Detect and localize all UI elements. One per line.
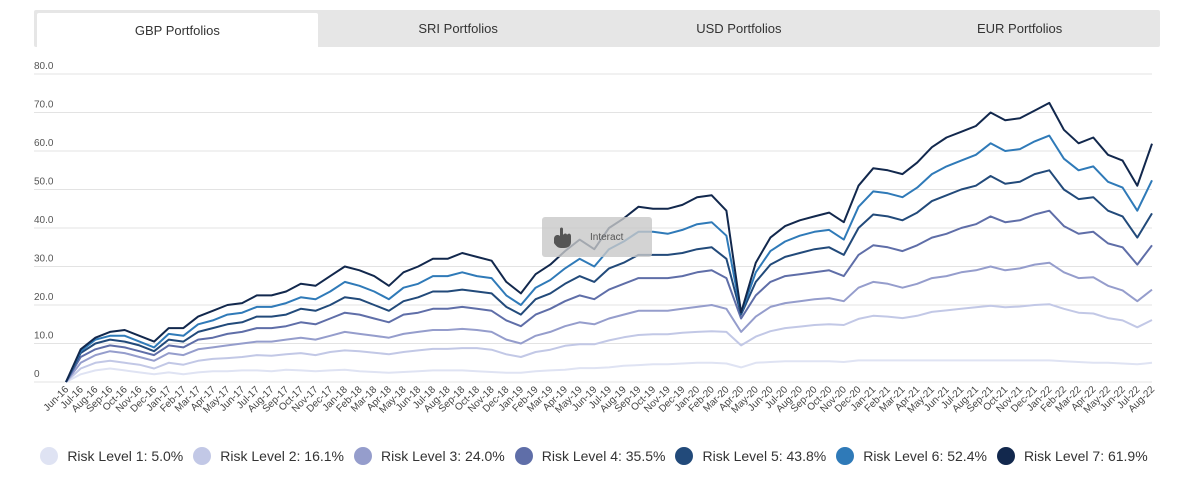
tab-eur-portfolios[interactable]: EUR Portfolios bbox=[977, 21, 1063, 36]
y-tick-label: 70.0 bbox=[34, 100, 54, 111]
legend-item-risk-level-6[interactable]: Risk Level 6: 52.4% bbox=[836, 447, 987, 465]
y-tick-label: 20.0 bbox=[34, 292, 54, 303]
legend-item-risk-level-1[interactable]: Risk Level 1: 5.0% bbox=[40, 447, 183, 465]
legend-label: Risk Level 4: 35.5% bbox=[541, 448, 666, 464]
legend-label: Risk Level 7: 61.9% bbox=[1023, 448, 1148, 464]
series-line-risk-level-5[interactable] bbox=[65, 169, 1153, 383]
line-chart[interactable]: 010.020.030.040.050.060.070.080.0Jun-16J… bbox=[0, 60, 1188, 430]
chart-legend: Risk Level 1: 5.0% Risk Level 2: 16.1% Ris… bbox=[0, 444, 1188, 468]
y-tick-label: 50.0 bbox=[34, 177, 54, 188]
y-tick-label: 60.0 bbox=[34, 138, 54, 149]
y-tick-label: 30.0 bbox=[34, 254, 54, 265]
hand-pointer-icon bbox=[554, 227, 571, 248]
legend-label: Risk Level 2: 16.1% bbox=[220, 448, 344, 464]
series-line-risk-level-2[interactable] bbox=[65, 303, 1153, 383]
legend-color-icon bbox=[996, 447, 1015, 465]
legend-label: Risk Level 6: 52.4% bbox=[863, 448, 987, 464]
interact-label: Interact bbox=[590, 231, 624, 243]
legend-color-icon bbox=[675, 447, 694, 465]
series-points-risk-level-3 bbox=[65, 262, 1153, 383]
legend-color-icon bbox=[836, 447, 855, 465]
legend-item-risk-level-7[interactable]: Risk Level 7: 61.9% bbox=[996, 447, 1148, 465]
legend-color-icon bbox=[40, 447, 59, 465]
y-tick-label: 10.0 bbox=[34, 331, 54, 342]
series-line-risk-level-1[interactable] bbox=[65, 359, 1153, 383]
y-tick-label: 40.0 bbox=[34, 215, 54, 226]
legend-color-icon bbox=[354, 447, 372, 465]
series-line-risk-level-3[interactable] bbox=[65, 261, 1153, 383]
legend-item-risk-level-4[interactable]: Risk Level 4: 35.5% bbox=[514, 447, 666, 465]
legend-item-risk-level-2[interactable]: Risk Level 2: 16.1% bbox=[193, 447, 344, 465]
interact-overlay[interactable]: Interact bbox=[542, 217, 652, 257]
legend-item-risk-level-3[interactable]: Risk Level 3: 24.0% bbox=[354, 447, 505, 465]
y-tick-label: 80.0 bbox=[34, 61, 54, 72]
legend-label: Risk Level 5: 43.8% bbox=[702, 448, 827, 464]
series-points-risk-level-5 bbox=[65, 170, 1153, 383]
legend-color-icon bbox=[193, 447, 212, 465]
legend-label: Risk Level 3: 24.0% bbox=[381, 448, 505, 464]
legend-item-risk-level-5[interactable]: Risk Level 5: 43.8% bbox=[675, 447, 826, 465]
tab-gbp-portfolios[interactable]: GBP Portfolios bbox=[37, 13, 318, 47]
tab-sri-portfolios[interactable]: SRI Portfolios bbox=[418, 21, 498, 36]
series-points-risk-level-1 bbox=[65, 360, 1153, 383]
tab-usd-portfolios[interactable]: USD Portfolios bbox=[696, 21, 782, 36]
legend-label: Risk Level 1: 5.0% bbox=[67, 448, 184, 464]
y-tick-label: 0 bbox=[34, 369, 40, 380]
portfolio-tabs: GBP Portfolios SRI Portfolios USD Portfo… bbox=[34, 10, 1160, 47]
legend-color-icon bbox=[514, 447, 533, 465]
